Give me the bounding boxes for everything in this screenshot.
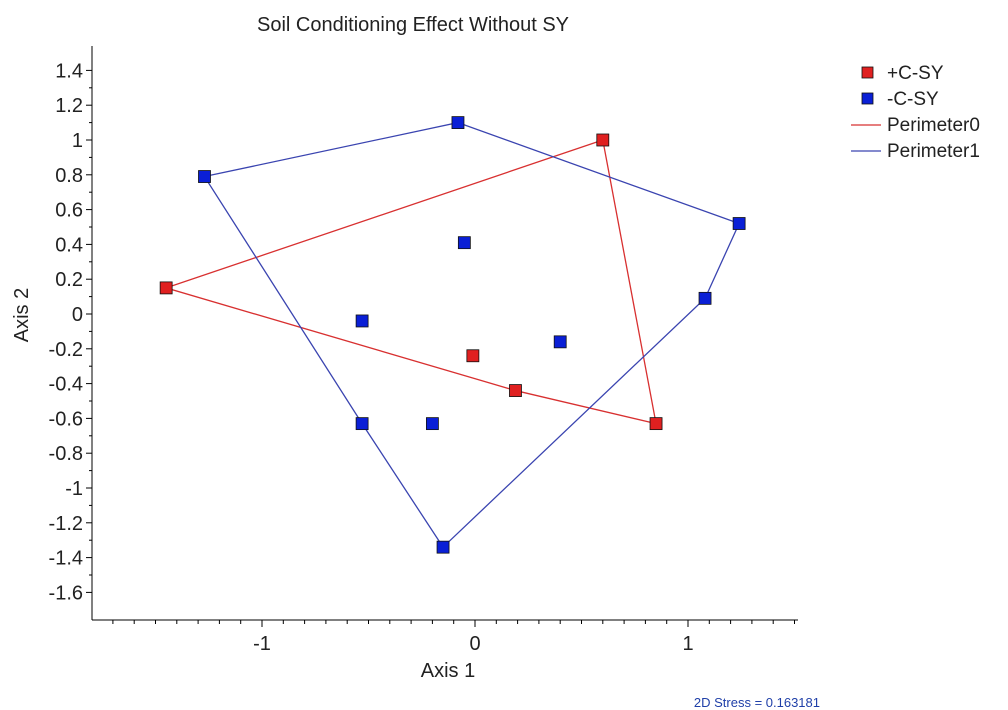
stress-annotation: 2D Stress = 0.163181 (694, 695, 820, 710)
y-tick-label: -1.2 (49, 513, 83, 535)
point-minus-c-sy (355, 417, 369, 431)
y-tick-label: 0.6 (55, 200, 83, 222)
point-plus-c-sy (596, 133, 610, 147)
y-tick-label: 1 (72, 130, 83, 152)
legend-marker (861, 92, 874, 105)
point-minus-c-sy (451, 116, 465, 129)
legend-marker (861, 66, 874, 79)
y-tick-label: 1.2 (55, 95, 83, 117)
y-axis-title: Axis 2 (11, 288, 33, 342)
y-tick-label: 0.2 (55, 269, 83, 291)
x-axis-title: Axis 1 (421, 660, 475, 682)
y-tick-label: -1.6 (49, 582, 83, 604)
x-ticks: -1 0 1 (112, 620, 795, 655)
legend-label: -C-SY (887, 89, 939, 110)
point-minus-c-sy (457, 236, 471, 250)
legend-label: +C-SY (887, 63, 944, 84)
y-tick-label: 1.4 (55, 60, 83, 82)
point-plus-c-sy (466, 349, 480, 363)
perimeter-lines (163, 121, 741, 549)
point-minus-c-sy (698, 291, 712, 305)
y-tick-label: -0.2 (49, 339, 83, 361)
point-plus-c-sy (509, 384, 522, 397)
data-points (159, 116, 746, 554)
y-tick-label: 0.4 (55, 234, 83, 256)
perimeter-perimeter1 (203, 121, 741, 549)
y-tick-label: -1.4 (49, 548, 83, 570)
point-plus-c-sy (159, 281, 173, 295)
point-minus-c-sy (425, 417, 439, 431)
x-tick-label: 0 (469, 633, 480, 655)
y-tick-label: -0.8 (49, 443, 83, 465)
y-tick-label: -0.6 (49, 408, 83, 430)
point-minus-c-sy (355, 314, 369, 328)
y-tick-label: 0 (72, 304, 83, 326)
point-plus-c-sy (649, 417, 663, 431)
chart-title: Soil Conditioning Effect Without SY (257, 14, 569, 36)
x-tick-label: -1 (253, 633, 271, 655)
point-minus-c-sy (732, 217, 746, 230)
axes: 1.41.210.80.60.40.20-0.2-0.4-0.6-0.8-1-1… (49, 46, 798, 655)
legend-label: Perimeter1 (887, 141, 980, 162)
y-ticks: 1.4 1.2 1 0.8 0.6 0.4 0.2 0 -0.2 -0.4 -0.6 -0.8 -1 -1… (49, 60, 92, 604)
legend: +C-SY -C-SY Perimeter0 Perimeter1 (851, 63, 980, 162)
y-tick-label: -0.4 (49, 374, 83, 396)
point-minus-c-sy (553, 335, 567, 349)
legend-label: Perimeter0 (887, 115, 980, 136)
y-tick-label: 0.8 (55, 165, 83, 187)
x-tick-label: 1 (682, 633, 693, 655)
point-minus-c-sy (198, 170, 211, 183)
perimeter-perimeter0 (163, 139, 657, 425)
point-minus-c-sy (436, 540, 450, 554)
y-tick-label: -1 (65, 478, 83, 500)
